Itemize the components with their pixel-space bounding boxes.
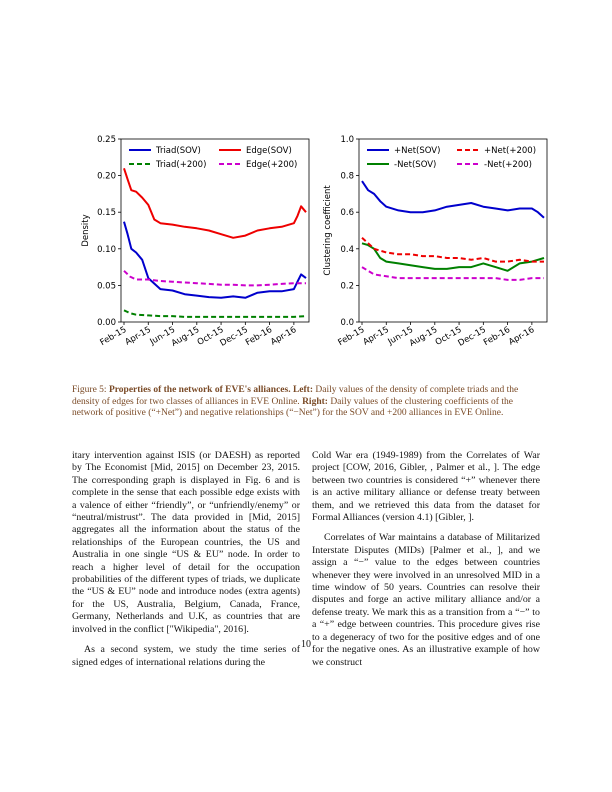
y-tick-label: 0.8: [340, 172, 354, 182]
series-line: [123, 309, 307, 318]
x-tick-label: Feb-15: [336, 325, 366, 348]
y-tick-label: 0.25: [97, 135, 116, 145]
legend-label: Edge(SOV): [246, 146, 292, 156]
x-tick-label: Aug-15: [170, 325, 201, 349]
series-line: [361, 237, 544, 263]
y-tick-label: 0.20: [97, 172, 116, 182]
legend-label: Triad(SOV): [155, 146, 201, 156]
series-line: [361, 242, 545, 272]
series-line: [361, 180, 545, 219]
legend-label: -Net(+200): [484, 160, 532, 170]
figure-caption: Figure 5: Properties of the network of E…: [72, 385, 540, 420]
y-tick-label: 1.0: [340, 135, 354, 145]
series-line: [123, 167, 307, 239]
density-chart: 0.000.050.100.150.200.25Feb-15Apr-15Jun-…: [81, 135, 310, 349]
legend-label: +Net(SOV): [394, 146, 440, 156]
caption-right-label: Right:: [299, 396, 328, 407]
y-axis-label: Clustering coefficient: [323, 185, 333, 276]
legend-label: Edge(+200): [246, 160, 297, 170]
x-tick-label: Apr-16: [269, 325, 298, 348]
caption-left-text: Daily values of the density of complete …: [72, 385, 519, 407]
y-tick-label: 0.4: [340, 245, 354, 255]
x-tick-label: Dec-15: [219, 325, 250, 349]
y-tick-label: 0.0: [340, 318, 354, 328]
y-axis-label: Density: [81, 214, 91, 246]
plot-frame: [358, 138, 548, 323]
x-tick-label: Apr-15: [123, 325, 152, 348]
caption-right-text: Daily values of the clustering coefficie…: [72, 396, 513, 419]
caption-title: Properties of the network of EVE's allia…: [108, 385, 291, 395]
body-column-right: Cold War era (1949-1989) from the Correl…: [312, 450, 540, 677]
paragraph: Correlates of War maintains a database o…: [312, 532, 540, 668]
x-tick-label: Apr-16: [507, 325, 536, 348]
paragraph: itary intervention against ISIS (or DAES…: [72, 450, 300, 635]
clustering-chart: 0.00.20.40.60.81.0Feb-15Apr-15Jun-15Aug-…: [323, 135, 548, 349]
x-tick-label: Apr-15: [361, 325, 390, 348]
legend-label: Triad(+200): [155, 160, 206, 170]
y-tick-label: 0.00: [97, 318, 116, 328]
y-tick-label: 0.6: [340, 208, 354, 218]
paragraph: Cold War era (1949-1989) from the Correl…: [312, 450, 540, 524]
x-tick-label: Feb-16: [482, 325, 512, 348]
x-tick-label: Dec-15: [457, 325, 488, 349]
caption-left-label: Left:: [290, 385, 313, 395]
y-tick-label: 0.2: [340, 281, 354, 291]
caption-figure-label: Figure 5:: [72, 385, 109, 395]
series-line: [123, 270, 306, 287]
plot-frame: [120, 138, 310, 323]
paragraph: As a second system, we study the time se…: [72, 644, 300, 668]
series-line: [361, 266, 544, 281]
legend-label: -Net(SOV): [394, 160, 436, 170]
page-number: 10: [301, 639, 311, 650]
y-tick-label: 0.15: [97, 208, 116, 218]
series-line: [123, 221, 307, 299]
x-tick-label: Aug-15: [408, 325, 439, 349]
body-column-left: itary intervention against ISIS (or DAES…: [72, 450, 300, 677]
legend-label: +Net(+200): [484, 146, 536, 156]
x-tick-label: Feb-16: [244, 325, 274, 348]
x-tick-label: Feb-15: [98, 325, 128, 348]
y-tick-label: 0.10: [97, 245, 116, 255]
y-tick-label: 0.05: [97, 281, 116, 291]
